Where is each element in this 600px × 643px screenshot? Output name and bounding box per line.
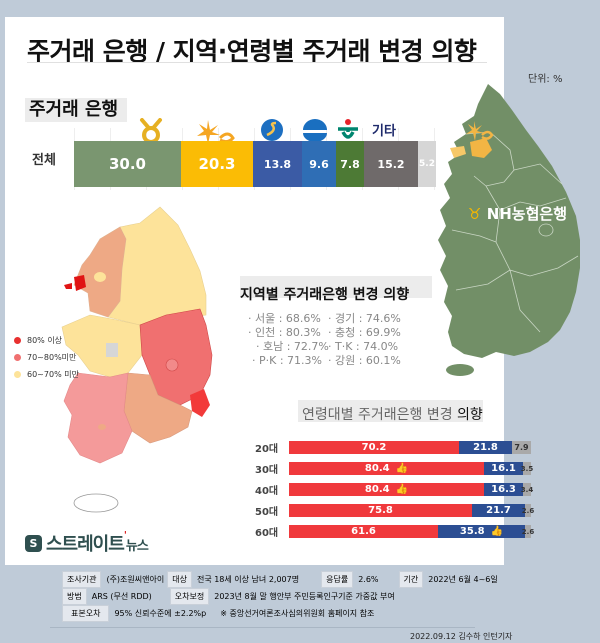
footer-row-2: 방법 ARS (무선 RDD) 오차보정 2023년 8월 말 행안부 주민등록인구… (62, 588, 407, 605)
bar-segment-hana: 7.8 (336, 141, 364, 187)
nh-map-label: ♉ NH농협은행 (468, 205, 567, 223)
bar-segment-other: 15.2 (364, 141, 418, 187)
region-seoul: · 서울 : 68.6% (248, 312, 321, 325)
korea-regional-map (61, 206, 213, 513)
regional-title-bg (240, 276, 432, 298)
main-bank-section-title: 주거래 은행 (25, 98, 127, 122)
regional-values: · 서울 : 68.6% · 경기 : 74.6% · 인천 : 80.3% · 충… (248, 312, 408, 368)
title-divider (27, 62, 487, 63)
page-title: 주거래 은행 / 지역·연령별 주거래 변경 의향 (27, 37, 477, 66)
woori-bank-logo-icon (303, 119, 327, 142)
thumbs-up-icon: 👍 (395, 463, 409, 474)
nh-logo-icon: ♉ (468, 205, 482, 223)
region-chungcheong: · 충청 : 69.9% (328, 326, 401, 339)
bar-segment-kb: 20.3 (181, 141, 253, 187)
region-gangwon: · 강원 : 60.1% (328, 354, 401, 367)
shinhan-bank-logo-icon (261, 119, 283, 141)
bar-segment-no-answer: 5.2 (418, 141, 436, 187)
age-title: 연령대별 주거래은행 변경 의향 (302, 407, 483, 423)
map-legend: 80% 이상 70~80%미만 60~70% 미만 (14, 332, 79, 383)
region-pk: · P·K : 71.3% (252, 354, 322, 367)
legend-item-70-80: 70~80%미만 (14, 349, 79, 366)
footer-divider (50, 627, 475, 628)
bar-segment-shinhan: 13.8 (253, 141, 302, 187)
hana-bank-logo-icon (338, 119, 358, 139)
unit-label: 단위: % (528, 74, 563, 85)
other-label: 기타 (372, 124, 396, 139)
footer-row-3: 표본오차 95% 신뢰수준에 ±2.2%p ※ 중앙선거여론조사심의위원회 홈페이… (62, 605, 386, 622)
bar-segment-woori: 9.6 (302, 141, 336, 187)
legend-item-60-70: 60~70% 미만 (14, 366, 79, 383)
region-gyeonggi: · 경기 : 74.6% (328, 312, 401, 325)
straight-news-logo-icon: S (25, 534, 42, 552)
footer-row-1: 조사기관 (주)조원씨앤아이 대상 전국 18세 이상 남녀 2,007명 응답률 2… (62, 571, 510, 588)
thumbs-up-icon: 👍 (395, 484, 409, 495)
legend-item-80-plus: 80% 이상 (14, 332, 79, 349)
legend-dot-icon (14, 337, 21, 344)
region-honam: · 호남 : 72.7% (256, 340, 329, 353)
total-row-label: 전체 (32, 153, 56, 168)
kb-star-icon (466, 121, 494, 141)
legend-dot-icon (14, 371, 21, 378)
region-tk: · T·K : 74.0% (328, 340, 399, 353)
korea-map-nh (438, 84, 580, 376)
publisher-logo: S 스트레이트'뉴스 (25, 530, 149, 556)
region-incheon: · 인천 : 80.3% (248, 326, 321, 339)
thumbs-up-icon: 👍 (490, 526, 504, 537)
legend-dot-icon (14, 354, 21, 361)
byline: 2022.09.12 김수하 인턴기자 (410, 632, 513, 641)
age-title-bg (298, 400, 483, 422)
bar-segment-nh: 30.0 (74, 141, 181, 187)
main-bank-stacked-bar: 30.0 20.3 13.8 9.6 7.8 15.2 5.2 (74, 141, 436, 187)
regional-title: 지역별 주거래은행 변경 의향 (240, 287, 410, 303)
